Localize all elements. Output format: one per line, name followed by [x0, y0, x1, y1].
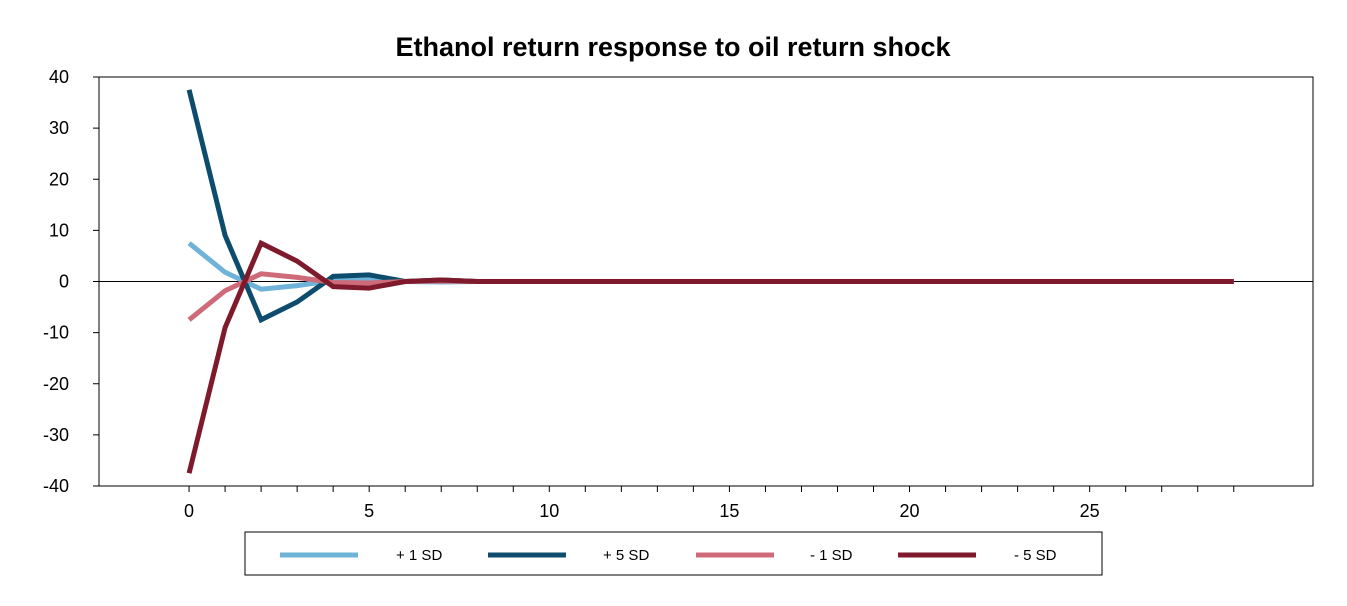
y-tick-label: 20	[49, 169, 69, 189]
x-tick-label: 10	[539, 501, 559, 521]
y-tick-label: -10	[43, 323, 69, 343]
y-tick-label: 10	[49, 220, 69, 240]
x-tick-label: 25	[1080, 501, 1100, 521]
legend-label: + 5 SD	[603, 547, 649, 564]
y-tick-label: 30	[49, 118, 69, 138]
y-tick-label: -30	[43, 425, 69, 445]
chart-title: Ethanol return response to oil return sh…	[395, 32, 951, 62]
series-line-4	[186, 239, 1234, 474]
y-tick-label: -20	[43, 374, 69, 394]
legend-label: + 1 SD	[396, 547, 442, 564]
legend-label: - 1 SD	[810, 547, 853, 564]
x-tick-label: 0	[184, 501, 194, 521]
y-tick-label: -40	[43, 476, 69, 496]
y-tick-label: 40	[49, 67, 69, 87]
legend: + 1 SD + 5 SD - 1 SD - 5 SD	[244, 531, 1103, 576]
x-tick-label: 15	[719, 501, 739, 521]
legend-label: - 5 SD	[1014, 547, 1057, 564]
x-tick-label: 5	[364, 501, 374, 521]
x-tick-label: 20	[900, 501, 920, 521]
y-tick-label: 0	[59, 272, 69, 292]
